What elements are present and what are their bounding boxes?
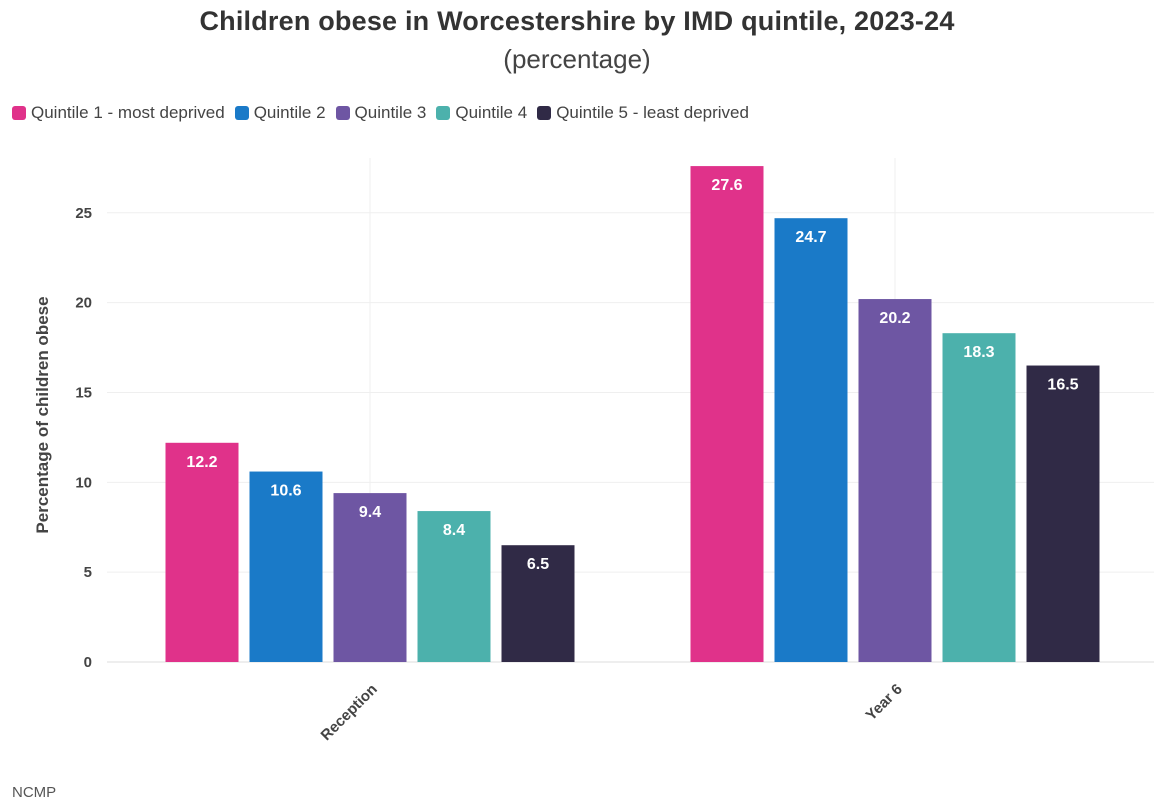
legend-item-3[interactable]: Quintile 3 (335, 103, 427, 123)
y-tick-label: 5 (84, 564, 92, 581)
bar-value-label: 10.6 (270, 483, 301, 500)
bar-year-6-q4 (942, 333, 1016, 662)
y-tick-label: 20 (75, 295, 92, 312)
legend-label: Quintile 4 (455, 103, 528, 122)
bar-reception-q5 (501, 545, 575, 662)
bar-reception-q4 (417, 511, 491, 662)
legend-item-2[interactable]: Quintile 2 (234, 103, 326, 123)
legend-swatch (436, 106, 451, 120)
legend-swatch (335, 106, 350, 120)
bar-reception-q2 (249, 471, 323, 662)
bar-value-label: 6.5 (527, 556, 549, 573)
chart-subtitle: (percentage) (503, 44, 651, 74)
y-tick-label: 10 (75, 474, 92, 491)
source-note: NCMP (12, 784, 57, 801)
y-tick-label: 25 (75, 205, 92, 222)
y-tick-label: 15 (75, 384, 92, 401)
legend-label: Quintile 1 - most deprived (31, 103, 225, 122)
bar-reception-q3 (333, 493, 407, 662)
legend-label: Quintile 2 (253, 103, 326, 122)
bar-value-label: 18.3 (963, 344, 994, 361)
bar-value-label: 27.6 (711, 177, 742, 194)
bar-value-label: 12.2 (186, 454, 217, 471)
bar-year-6-q1 (690, 166, 764, 662)
y-tick-label: 0 (84, 654, 92, 671)
bar-value-label: 20.2 (879, 310, 910, 327)
chart-legend: Quintile 1 - most deprived Quintile 2 Quin… (12, 103, 759, 123)
chart-title: Children obese in Worcestershire by IMD … (199, 6, 955, 36)
legend-swatch (537, 106, 552, 120)
bar-value-label: 16.5 (1047, 377, 1078, 394)
legend-item-4[interactable]: Quintile 4 (436, 103, 527, 123)
x-tick-label: Reception (318, 681, 381, 744)
y-axis-title: Percentage of children obese (33, 296, 52, 533)
legend-label: Quintile 3 (354, 103, 427, 122)
legend-swatch (12, 106, 26, 120)
bar-year-6-q3 (858, 299, 932, 662)
x-tick-label: Year 6 (863, 681, 906, 724)
bar-reception-q1 (165, 442, 239, 662)
legend-item-5[interactable]: Quintile 5 - least deprived (537, 103, 749, 123)
legend-swatch (234, 106, 249, 120)
bar-value-label: 8.4 (443, 522, 465, 539)
legend-label: Quintile 5 - least deprived (556, 103, 749, 122)
bar-year-6-q5 (1026, 365, 1100, 662)
bar-value-label: 24.7 (795, 229, 826, 246)
legend-item-1[interactable]: Quintile 1 - most deprived (12, 103, 225, 123)
bar-year-6-q2 (774, 218, 848, 663)
bar-value-label: 9.4 (359, 504, 381, 521)
